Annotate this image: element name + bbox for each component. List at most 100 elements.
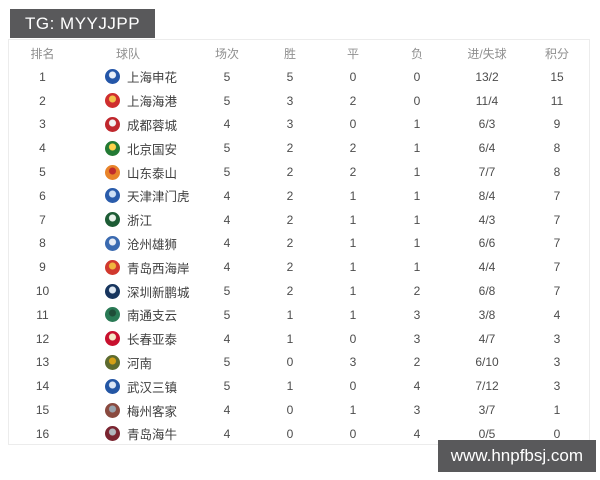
- played-cell: 4: [223, 236, 231, 251]
- loss-cell: 4: [413, 379, 421, 394]
- played-cell: 5: [223, 93, 231, 108]
- rank-cell: 15: [35, 403, 50, 418]
- points-cell: 0: [553, 426, 561, 441]
- team-logo-icon: [105, 93, 120, 109]
- team-name: 浙江: [127, 214, 153, 229]
- team-cell: 南通支云: [76, 305, 180, 324]
- loss-cell: 1: [413, 236, 421, 251]
- goals-cell: 7/7: [478, 165, 496, 180]
- played-cell: 4: [223, 331, 231, 346]
- team-cell: 青岛西海岸: [76, 258, 190, 277]
- draw-cell: 0: [349, 331, 357, 346]
- team-cell: 山东泰山: [76, 163, 180, 182]
- team-logo-icon: [105, 69, 120, 85]
- points-cell: 9: [553, 117, 561, 132]
- draw-cell: 2: [349, 165, 357, 180]
- team-name: 成都蓉城: [127, 118, 178, 133]
- team-name: 上海海港: [127, 95, 178, 110]
- points-cell: 11: [550, 93, 564, 108]
- team-cell: 梅州客家: [76, 401, 180, 420]
- column-header: 进/失球: [467, 47, 507, 61]
- rank-cell: 11: [36, 307, 49, 322]
- table-row: 13 河南 5 0 3 2 6/10 3: [9, 351, 589, 375]
- table-row: 8 沧州雄狮 4 2 1 1 6/6 7: [9, 232, 589, 256]
- points-cell: 3: [553, 355, 561, 370]
- column-header: 负: [410, 47, 423, 61]
- table-row: 16 青岛海牛 4 0 0 4 0/5 0: [9, 422, 589, 446]
- loss-cell: 0: [413, 93, 421, 108]
- team-cell: 河南: [76, 353, 180, 372]
- team-cell: 上海海港: [76, 91, 180, 110]
- table-row: 7 浙江 4 2 1 1 4/3 7: [9, 208, 589, 232]
- points-cell: 3: [553, 331, 561, 346]
- points-cell: 7: [553, 236, 561, 251]
- team-cell: 青岛海牛: [76, 424, 180, 443]
- loss-cell: 1: [413, 117, 421, 132]
- played-cell: 4: [223, 260, 231, 275]
- team-cell: 北京国安: [76, 139, 180, 158]
- points-cell: 4: [553, 307, 561, 322]
- goals-cell: 6/4: [478, 141, 496, 156]
- column-header: 胜: [283, 47, 296, 61]
- points-cell: 7: [553, 260, 561, 275]
- draw-cell: 2: [349, 93, 357, 108]
- team-name: 青岛海牛: [127, 428, 178, 443]
- win-cell: 1: [286, 379, 294, 394]
- standings-panel: 排名 球队 场次胜平负进/失球 积分 1 上海申花 5 5 0 0 13/2 15 2…: [8, 39, 590, 445]
- points-cell: 3: [553, 379, 561, 394]
- played-cell: 5: [223, 379, 231, 394]
- goals-cell: 13/2: [475, 69, 499, 84]
- goals-cell: 3/8: [478, 307, 496, 322]
- table-row: 14 武汉三镇 5 1 0 4 7/12 3: [9, 374, 589, 398]
- draw-cell: 0: [349, 426, 357, 441]
- played-cell: 4: [223, 426, 231, 441]
- loss-cell: 1: [413, 188, 421, 203]
- team-logo-icon: [105, 164, 120, 180]
- win-cell: 1: [286, 331, 294, 346]
- draw-cell: 0: [349, 69, 357, 84]
- loss-cell: 0: [413, 69, 421, 84]
- team-logo-icon: [105, 378, 120, 394]
- table-row: 9 青岛西海岸 4 2 1 1 4/4 7: [9, 255, 589, 279]
- column-header: 平: [346, 47, 359, 61]
- win-cell: 2: [286, 165, 294, 180]
- played-cell: 5: [223, 307, 231, 322]
- team-cell: 天津津门虎: [76, 186, 190, 205]
- played-cell: 5: [223, 141, 231, 156]
- goals-cell: 6/10: [475, 355, 499, 370]
- team-cell: 深圳新鹏城: [76, 282, 190, 301]
- team-logo-icon: [105, 212, 120, 228]
- team-name: 南通支云: [127, 309, 178, 324]
- team-logo-icon: [105, 188, 120, 204]
- win-cell: 2: [286, 141, 294, 156]
- draw-cell: 0: [349, 117, 357, 132]
- rank-cell: 8: [39, 236, 46, 251]
- loss-cell: 1: [413, 141, 421, 156]
- table-row: 10 深圳新鹏城 5 2 1 2 6/8 7: [9, 279, 589, 303]
- goals-cell: 3/7: [478, 403, 496, 418]
- win-cell: 0: [286, 355, 294, 370]
- table-row: 2 上海海港 5 3 2 0 11/4 11: [9, 89, 589, 113]
- win-cell: 3: [286, 93, 294, 108]
- rank-cell: 3: [39, 117, 46, 132]
- win-cell: 5: [286, 69, 294, 84]
- win-cell: 0: [286, 426, 294, 441]
- team-logo-icon: [105, 259, 120, 275]
- rank-cell: 4: [39, 141, 46, 156]
- team-name: 山东泰山: [127, 166, 178, 181]
- loss-cell: 3: [413, 331, 421, 346]
- team-name: 天津津门虎: [127, 190, 190, 205]
- goals-cell: 6/8: [478, 284, 496, 299]
- goals-cell: 8/4: [478, 188, 496, 203]
- rank-cell: 10: [35, 284, 50, 299]
- draw-cell: 1: [349, 212, 357, 227]
- team-cell: 成都蓉城: [76, 115, 180, 134]
- goals-cell: 6/6: [478, 236, 496, 251]
- team-cell: 上海申花: [76, 67, 180, 86]
- team-logo-icon: [105, 354, 120, 370]
- points-cell: 8: [553, 141, 561, 156]
- goals-cell: 6/3: [478, 117, 496, 132]
- played-cell: 5: [223, 69, 231, 84]
- draw-cell: 1: [349, 188, 357, 203]
- rank-cell: 5: [39, 165, 46, 180]
